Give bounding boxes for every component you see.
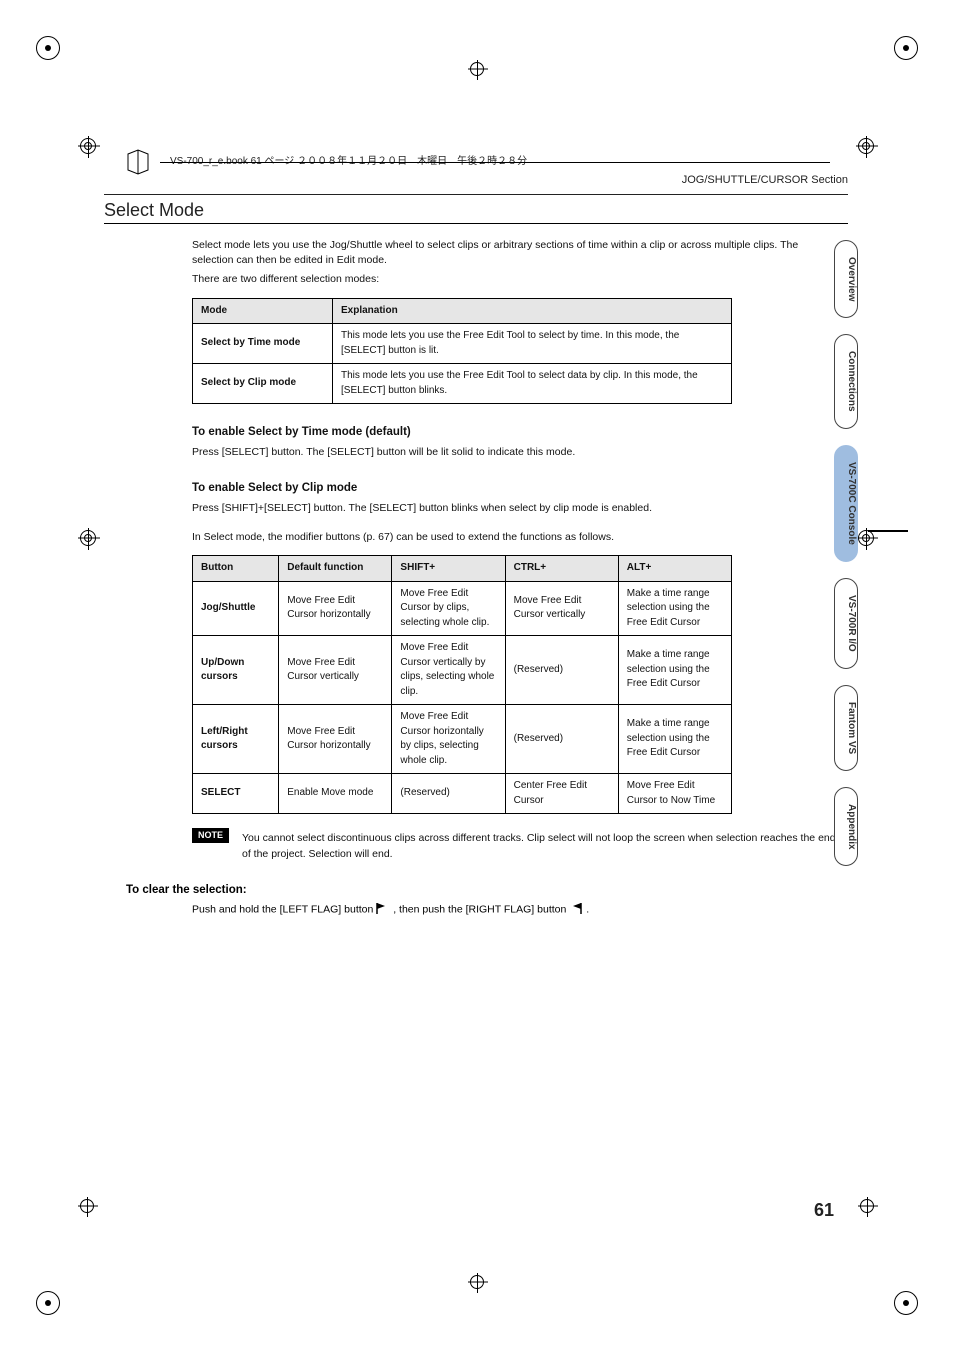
right-flag-icon (569, 902, 583, 917)
reg-mark-br2 (860, 1199, 874, 1213)
subhead-time-mode: To enable Select by Time mode (default) (192, 424, 838, 441)
cell-expl-1: This mode lets you use the Free Edit Too… (333, 364, 732, 404)
cell-r0c2: Move Free Edit Cursor by clips, selectin… (392, 581, 505, 636)
cell-r2c2: Move Free Edit Cursor horizontally by cl… (392, 705, 505, 774)
table-header-row: Button Default function SHIFT+ CTRL+ ALT… (193, 556, 732, 582)
page-content: Select Mode Select mode lets you use the… (104, 160, 848, 917)
reg-mark-bl2 (80, 1199, 94, 1213)
cell-r2c1: Move Free Edit Cursor horizontally (279, 705, 392, 774)
th-button: Button (193, 556, 279, 582)
table-row: Select by Clip mode This mode lets you u… (193, 364, 732, 404)
reg-mark-top-center (470, 62, 484, 76)
printer-mark-br (894, 1291, 918, 1315)
reg-line-right (868, 530, 908, 532)
printer-mark-tr (894, 36, 918, 60)
table-row: Jog/Shuttle Move Free Edit Cursor horizo… (193, 581, 732, 636)
note-text: You cannot select discontinuous clips ac… (242, 831, 838, 861)
tab-overview[interactable]: Overview (834, 240, 858, 318)
th-alt: ALT+ (618, 556, 731, 582)
cell-r1c4: Make a time range selection using the Fr… (618, 636, 731, 705)
left-flag-icon (376, 902, 390, 917)
clear-text-1: Push and hold the [LEFT FLAG] button (192, 903, 376, 915)
intro-paragraph-2: There are two different selection modes: (192, 272, 838, 287)
cell-r1c0: Up/Down cursors (193, 636, 279, 705)
cell-r3c1: Enable Move mode (279, 774, 392, 814)
mode-table: Mode Explanation Select by Time mode Thi… (192, 298, 732, 405)
cell-r1c2: Move Free Edit Cursor vertically by clip… (392, 636, 505, 705)
cell-r3c4: Move Free Edit Cursor to Now Time (618, 774, 731, 814)
clear-selection-head: To clear the selection: (126, 884, 848, 896)
cell-r2c0: Left/Right cursors (193, 705, 279, 774)
printer-mark-bl (36, 1291, 60, 1315)
table-header-row: Mode Explanation (193, 298, 732, 324)
tab-appendix[interactable]: Appendix (834, 787, 858, 867)
cell-r2c3: (Reserved) (505, 705, 618, 774)
th-explanation: Explanation (333, 298, 732, 324)
cell-r3c2: (Reserved) (392, 774, 505, 814)
cell-mode-1: Select by Clip mode (193, 364, 333, 404)
body-time-mode: Press [SELECT] button. The [SELECT] butt… (192, 445, 838, 460)
cell-r0c1: Move Free Edit Cursor horizontally (279, 581, 392, 636)
table-row: Left/Right cursors Move Free Edit Cursor… (193, 705, 732, 774)
side-tabs: Overview Connections VS-700C Console VS-… (834, 240, 858, 882)
reg-mark-mid-right (858, 530, 874, 546)
cell-r0c4: Make a time range selection using the Fr… (618, 581, 731, 636)
tab-vs700c-console[interactable]: VS-700C Console (834, 445, 858, 562)
th-shift: SHIFT+ (392, 556, 505, 582)
table-row: Select by Time mode This mode lets you u… (193, 324, 732, 364)
cell-r1c1: Move Free Edit Cursor vertically (279, 636, 392, 705)
body-modifier-intro: In Select mode, the modifier buttons (p.… (192, 530, 838, 545)
cell-expl-0: This mode lets you use the Free Edit Too… (333, 324, 732, 364)
th-ctrl: CTRL+ (505, 556, 618, 582)
cell-r2c4: Make a time range selection using the Fr… (618, 705, 731, 774)
tab-fantom-vs[interactable]: Fantom VS (834, 685, 858, 771)
tab-connections[interactable]: Connections (834, 334, 858, 429)
subhead-clip-mode: To enable Select by Clip mode (192, 480, 838, 497)
cell-r0c3: Move Free Edit Cursor vertically (505, 581, 618, 636)
clear-text-2: , then push the [RIGHT FLAG] button (393, 903, 569, 915)
th-mode: Mode (193, 298, 333, 324)
reg-mark-bottom-center (470, 1275, 484, 1289)
cell-mode-0: Select by Time mode (193, 324, 333, 364)
table-row: SELECT Enable Move mode (Reserved) Cente… (193, 774, 732, 814)
tab-vs700r-io[interactable]: VS-700R I/O (834, 578, 858, 669)
reg-mark-mid-left (80, 530, 96, 546)
note-label: NOTE (192, 828, 229, 843)
button-table: Button Default function SHIFT+ CTRL+ ALT… (192, 555, 732, 814)
heading-select-mode: Select Mode (104, 200, 848, 224)
table-row: Up/Down cursors Move Free Edit Cursor ve… (193, 636, 732, 705)
cell-r0c0: Jog/Shuttle (193, 581, 279, 636)
page-number: 61 (814, 1200, 834, 1221)
printer-mark-tl (36, 36, 60, 60)
th-default: Default function (279, 556, 392, 582)
clear-selection-body: Push and hold the [LEFT FLAG] button , t… (192, 902, 848, 917)
reg-mark-left (80, 138, 96, 154)
body-clip-mode: Press [SHIFT]+[SELECT] button. The [SELE… (192, 501, 838, 516)
cell-r3c3: Center Free Edit Cursor (505, 774, 618, 814)
reg-mark-right (858, 138, 874, 154)
clear-text-3: . (586, 903, 589, 915)
cell-r3c0: SELECT (193, 774, 279, 814)
cell-r1c3: (Reserved) (505, 636, 618, 705)
intro-paragraph-1: Select mode lets you use the Jog/Shuttle… (192, 238, 838, 268)
